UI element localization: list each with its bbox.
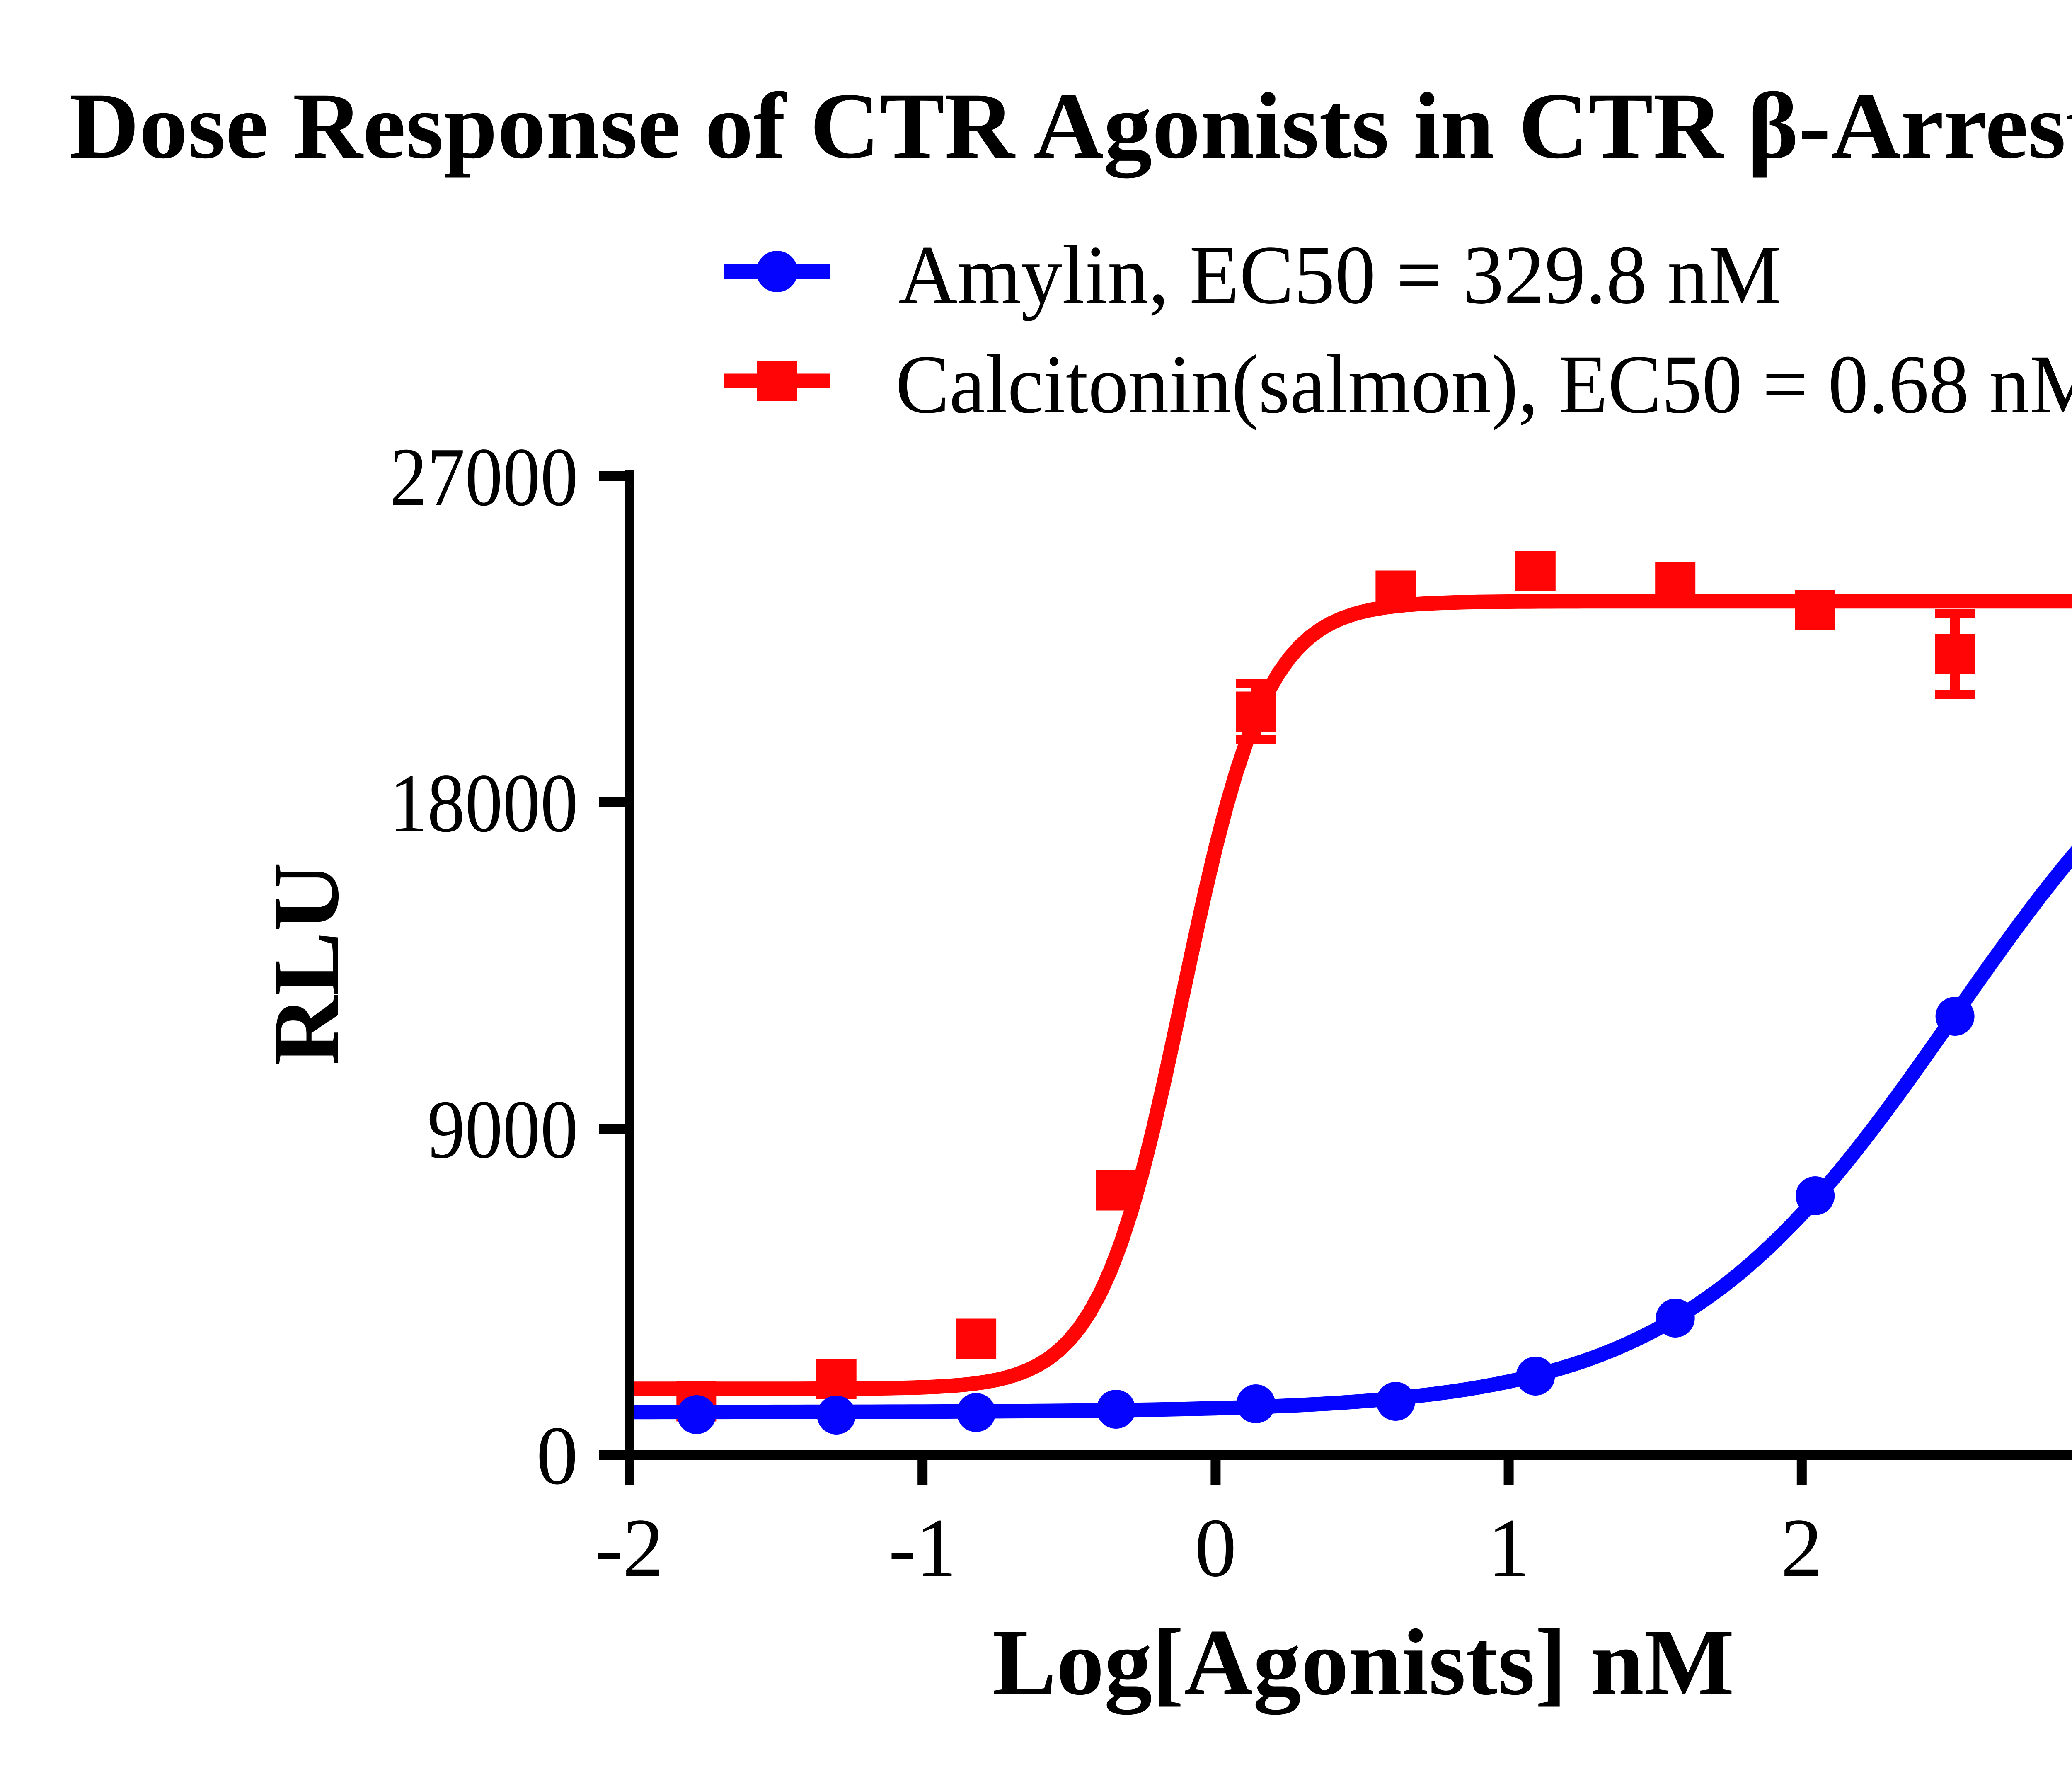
- svg-text:0: 0: [1195, 1501, 1237, 1594]
- svg-text:18000: 18000: [390, 757, 578, 850]
- svg-text:-2: -2: [595, 1501, 664, 1594]
- svg-text:1: 1: [1488, 1501, 1530, 1594]
- svg-text:2: 2: [1781, 1501, 1823, 1594]
- svg-text:Log[Agonists] nM: Log[Agonists] nM: [992, 1610, 1734, 1715]
- svg-text:-1: -1: [888, 1501, 956, 1594]
- svg-text:Amylin, EC50 = 329.8 nM: Amylin, EC50 = 329.8 nM: [898, 228, 1781, 321]
- svg-text:Calcitonin(salmon), EC50 = 0.6: Calcitonin(salmon), EC50 = 0.68 nM: [896, 338, 2072, 431]
- svg-text:RLU: RLU: [254, 862, 358, 1065]
- svg-text:9000: 9000: [427, 1083, 578, 1176]
- svg-text:27000: 27000: [390, 431, 578, 523]
- svg-text:Dose Response of CTR Agonists: Dose Response of CTR Agonists in CTR β-A…: [69, 74, 2072, 179]
- svg-text:0: 0: [536, 1409, 578, 1502]
